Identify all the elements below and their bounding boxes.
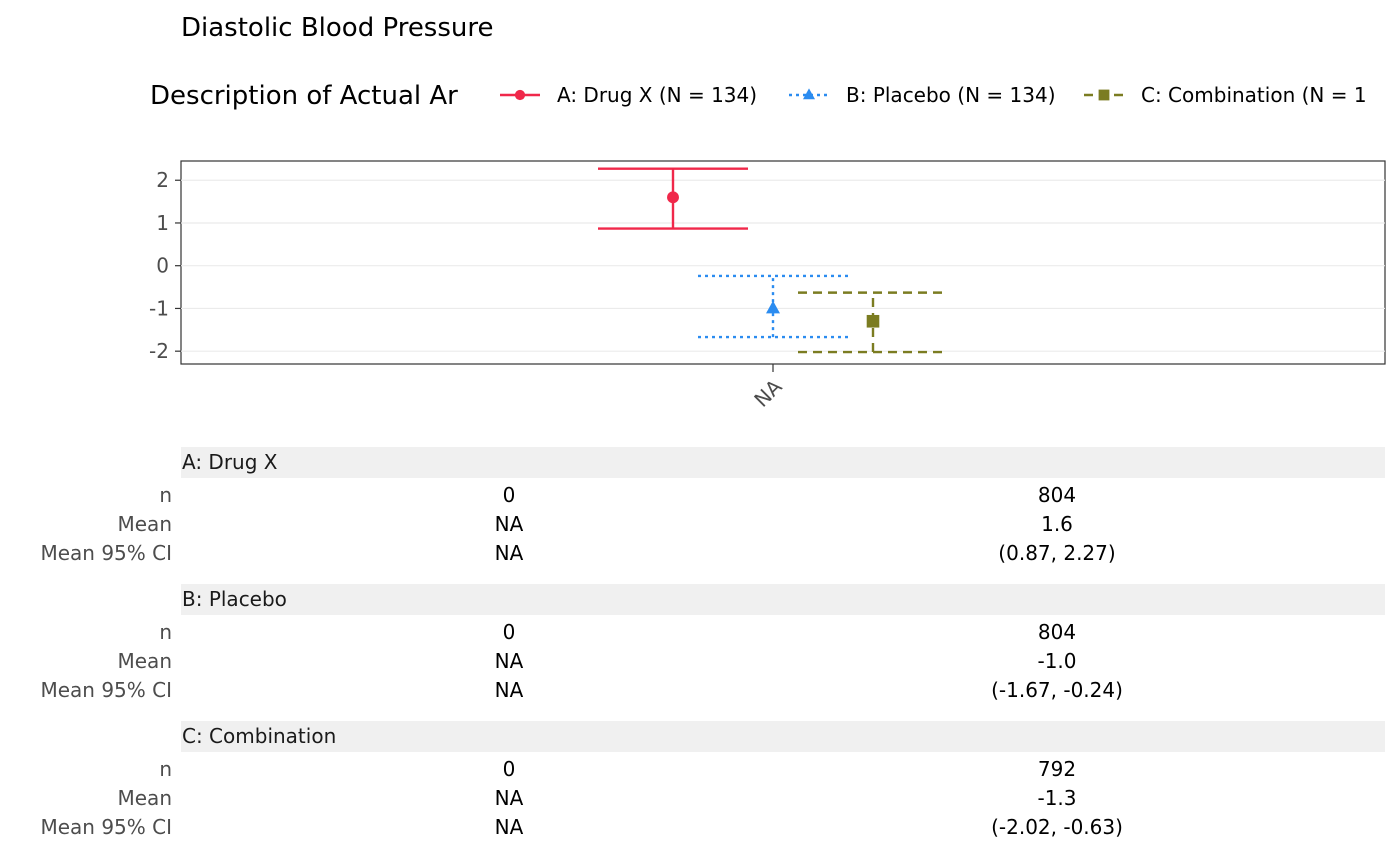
table-cell: 0 [502, 620, 516, 644]
y-tick-label: 2 [156, 168, 169, 192]
table-group-header: C: Combination [181, 721, 1385, 752]
y-axis: 2 1 0 -1 -2 [149, 168, 181, 363]
grid-lines [181, 179, 1385, 352]
table-cell: 804 [1037, 483, 1077, 507]
legend-label: C: Combination (N = 1 [1141, 83, 1367, 107]
mean-point [766, 300, 780, 314]
table-cell: 804 [1037, 620, 1077, 644]
table-cell: NA [494, 678, 524, 702]
table-row-label: Mean 95% CI [40, 678, 172, 702]
table-cell: NA [494, 512, 524, 536]
series-1 [598, 167, 748, 230]
series-2 [698, 274, 848, 339]
table-cell: 792 [1037, 757, 1077, 781]
plot-panel [180, 160, 1386, 365]
table-row-label: n [159, 757, 172, 781]
legend-key-marker [514, 89, 526, 101]
table-cell: (-1.67, -0.24) [991, 678, 1123, 702]
table-row-label: Mean [117, 512, 173, 536]
legend-item-1: A: Drug X (N = 134) [500, 83, 757, 107]
y-tick-label: 1 [156, 211, 169, 235]
table-row-label: Mean 95% CI [40, 541, 172, 565]
table-cell: NA [494, 815, 524, 839]
legend: A: Drug X (N = 134) B: Placebo (N = 134) C… [500, 83, 1367, 107]
table-cell: -1.0 [1037, 649, 1077, 673]
table-cell: NA [494, 649, 524, 673]
table-cell: NA [494, 786, 524, 810]
legend-label: B: Placebo (N = 134) [846, 83, 1056, 107]
y-tick-label: -2 [149, 339, 169, 363]
table-cell: NA [494, 541, 524, 565]
table-cell: 1.6 [1041, 512, 1073, 536]
table-cell: (-2.02, -0.63) [991, 815, 1123, 839]
legend-item-3: C: Combination (N = 1 [1084, 83, 1367, 107]
table-row-label: Mean [117, 649, 173, 673]
x-tick-label: NA [749, 374, 786, 411]
mean-point [667, 191, 679, 204]
mean-point [866, 314, 880, 328]
table-group-header: A: Drug X [181, 447, 1385, 478]
legend-label: A: Drug X (N = 134) [557, 83, 757, 107]
legend-key-marker [1098, 89, 1110, 101]
y-tick-label: 0 [156, 254, 169, 278]
table-row-label: n [159, 620, 172, 644]
series-3 [798, 291, 948, 354]
table-row-label: Mean [117, 786, 173, 810]
legend-item-2: B: Placebo (N = 134) [789, 83, 1056, 107]
chart-title: Diastolic Blood Pressure [181, 13, 494, 43]
table-cell: -1.3 [1037, 786, 1077, 810]
legend-title: Description of Actual Ar [150, 81, 458, 111]
table-cell: (0.87, 2.27) [998, 541, 1116, 565]
series-marks [598, 167, 948, 354]
y-tick-label: -1 [149, 296, 169, 320]
table-cell: 0 [502, 483, 516, 507]
table-cell: 0 [502, 757, 516, 781]
table-row-label: Mean 95% CI [40, 815, 172, 839]
table-group-header: B: Placebo [181, 584, 1385, 615]
chart-area: Diastolic Blood Pressure Description of … [149, 13, 1386, 412]
legend-key-marker [803, 88, 815, 100]
x-axis: NA [749, 364, 787, 412]
table-row-label: n [159, 483, 172, 507]
